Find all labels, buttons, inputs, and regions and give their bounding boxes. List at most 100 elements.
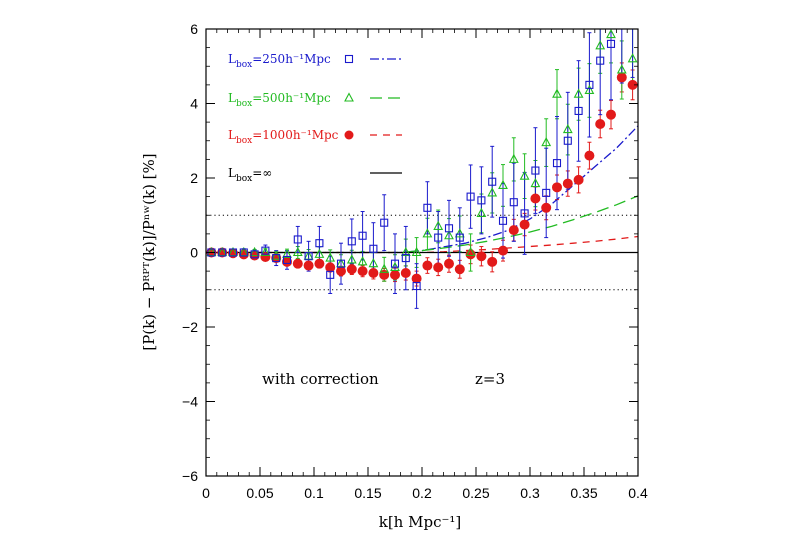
point-0-21 bbox=[434, 233, 443, 242]
legend-item-0: Lbox=250h⁻¹Mpc bbox=[228, 52, 402, 70]
point-0-10 bbox=[315, 239, 324, 248]
errorbar-0-18 bbox=[403, 225, 408, 291]
point-1-36 bbox=[595, 40, 606, 50]
point-2-22 bbox=[444, 258, 454, 269]
errorbar-0-31 bbox=[544, 147, 549, 239]
point-0-19 bbox=[412, 281, 421, 291]
point-0-32 bbox=[552, 159, 562, 168]
point-0-7 bbox=[282, 255, 292, 265]
errorbar-0-19 bbox=[414, 263, 419, 309]
errorbar-0-36 bbox=[598, 29, 603, 116]
point-1-28 bbox=[508, 153, 519, 163]
point-2-19 bbox=[411, 273, 422, 284]
point-1-26 bbox=[487, 187, 498, 197]
x-tick-label-5: 0.25 bbox=[462, 485, 489, 501]
errorbar-0-20 bbox=[425, 181, 430, 235]
point-2-37 bbox=[606, 109, 616, 120]
point-2-21 bbox=[433, 262, 444, 273]
point-0-31 bbox=[542, 188, 551, 197]
point-2-18 bbox=[400, 267, 411, 278]
point-2-34 bbox=[573, 174, 584, 185]
point-0-9 bbox=[304, 252, 313, 261]
point-0-22 bbox=[444, 224, 454, 233]
errorbar-0-11 bbox=[328, 255, 333, 294]
point-2-17 bbox=[390, 269, 400, 280]
legend-marker-0 bbox=[344, 54, 354, 64]
x-tick-label-1: 0.05 bbox=[246, 485, 273, 501]
point-2-32 bbox=[552, 182, 562, 193]
data-markers bbox=[206, 14, 638, 291]
point-2-26 bbox=[487, 256, 498, 267]
legend-item-2: Lbox=1000h⁻¹Mpc bbox=[228, 128, 402, 146]
errorbar-0-26 bbox=[490, 145, 495, 218]
x-tick-label-6: 0.3 bbox=[520, 485, 540, 501]
legend: Lbox=250h⁻¹Mpc Lbox=500h⁻¹Mpc Lbox=1000h⁻¹… bbox=[228, 52, 402, 184]
point-2-20 bbox=[422, 260, 433, 271]
point-0-33 bbox=[563, 136, 572, 145]
point-1-32 bbox=[552, 88, 562, 98]
point-1-29 bbox=[519, 170, 530, 180]
point-1-33 bbox=[562, 123, 573, 134]
point-1-6 bbox=[271, 250, 282, 260]
point-1-7 bbox=[282, 248, 292, 258]
ticks: 0 0.05 0.1 0.15 0.2 0.25 0.3 0.35 0.4 6 4 2 0 −2 −4 −6 bbox=[182, 21, 648, 501]
y-tick-label-6: −6 bbox=[182, 468, 198, 484]
point-1-18 bbox=[400, 246, 411, 257]
point-1-20 bbox=[422, 228, 433, 238]
point-2-31 bbox=[541, 202, 552, 213]
point-0-39 bbox=[629, 14, 636, 21]
errorbar-0-37 bbox=[609, 29, 613, 101]
point-1-15 bbox=[368, 258, 379, 268]
point-0-24 bbox=[466, 192, 475, 201]
point-1-34 bbox=[573, 88, 584, 98]
point-2-33 bbox=[562, 178, 573, 189]
point-0-13 bbox=[347, 237, 356, 246]
point-0-6 bbox=[272, 254, 281, 263]
point-2-36 bbox=[595, 118, 606, 129]
point-0-4 bbox=[250, 250, 259, 259]
point-2-38 bbox=[616, 72, 627, 83]
errorbar-0-24 bbox=[468, 164, 473, 229]
errorbar-0-32 bbox=[555, 116, 559, 211]
annotation-correction: with correction bbox=[262, 370, 379, 388]
point-1-10 bbox=[314, 248, 325, 258]
point-0-35 bbox=[585, 80, 594, 89]
point-1-16 bbox=[379, 263, 390, 273]
error-bars bbox=[209, 29, 635, 309]
point-2-28 bbox=[508, 225, 519, 236]
x-tick-label-8: 0.4 bbox=[628, 485, 648, 501]
y-tick-label-3: 0 bbox=[190, 245, 198, 261]
point-2-25 bbox=[476, 251, 487, 262]
point-0-38 bbox=[617, 29, 626, 30]
y-tick-label-4: −2 bbox=[182, 319, 198, 335]
theory-line-1 bbox=[206, 195, 638, 254]
legend-item-3: Lbox=∞ bbox=[228, 166, 402, 184]
point-0-1 bbox=[218, 248, 227, 257]
point-1-30 bbox=[530, 177, 541, 188]
point-1-11 bbox=[325, 252, 336, 262]
point-1-27 bbox=[498, 179, 508, 189]
legend-marker-2 bbox=[344, 130, 354, 140]
point-2-14 bbox=[357, 266, 368, 277]
y-tick-label-5: −4 bbox=[182, 394, 198, 410]
point-1-38 bbox=[616, 64, 627, 74]
point-0-16 bbox=[380, 218, 389, 227]
errorbar-0-33 bbox=[565, 91, 570, 190]
x-tick-label-0: 0 bbox=[202, 485, 210, 501]
errorbar-0-22 bbox=[447, 199, 451, 257]
point-2-12 bbox=[336, 266, 346, 277]
point-0-17 bbox=[390, 259, 400, 268]
point-0-34 bbox=[574, 106, 583, 115]
point-0-2 bbox=[228, 248, 238, 257]
point-1-23 bbox=[454, 228, 465, 238]
point-0-14 bbox=[358, 231, 367, 240]
point-0-8 bbox=[293, 235, 302, 244]
point-0-20 bbox=[423, 203, 432, 212]
point-1-8 bbox=[292, 246, 303, 257]
point-1-13 bbox=[346, 254, 357, 264]
x-tick-label-4: 0.2 bbox=[412, 485, 432, 501]
point-1-25 bbox=[476, 207, 487, 217]
x-tick-label-7: 0.35 bbox=[570, 485, 597, 501]
point-2-11 bbox=[325, 262, 336, 273]
